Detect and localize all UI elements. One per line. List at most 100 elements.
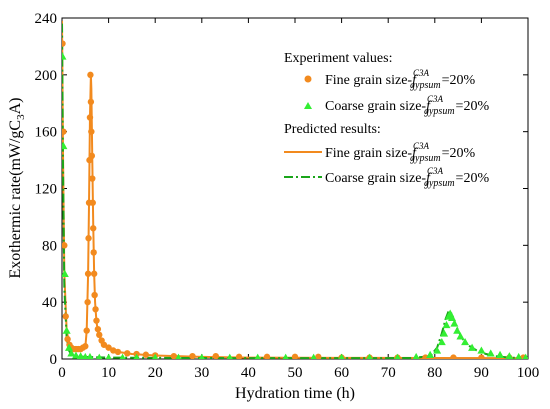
data-point (87, 98, 95, 106)
data-point (82, 343, 89, 350)
y-tick-label: 120 (35, 182, 58, 198)
data-point (226, 353, 233, 359)
data-point (96, 353, 103, 359)
data-point (522, 353, 528, 359)
data-point (85, 235, 92, 242)
data-point (62, 269, 69, 277)
data-point (486, 349, 495, 357)
legend-circle-marker (304, 75, 312, 83)
data-point (310, 353, 317, 359)
data-point (94, 325, 102, 333)
x-tick-label: 40 (241, 365, 256, 381)
data-point (100, 341, 108, 348)
data-point (189, 352, 196, 359)
data-point (468, 343, 477, 351)
data-point (448, 313, 457, 321)
data-point (76, 352, 85, 359)
data-point (81, 352, 89, 359)
data-point (62, 141, 68, 150)
data-point (105, 344, 112, 351)
data-point (412, 352, 420, 359)
data-point (83, 327, 90, 334)
data-point (437, 337, 446, 346)
y-tick-label: 240 (35, 11, 58, 27)
data-point (175, 353, 182, 359)
data-point (96, 331, 103, 339)
legend-entry-coarse-predicted: Coarse grain size-fC3A gypsum=20% (284, 166, 489, 189)
data-point (440, 329, 449, 337)
data-point (89, 199, 96, 206)
legend-triangle-marker (304, 102, 312, 109)
legend-experiment-header: Experiment values: (284, 51, 392, 66)
data-point (64, 335, 71, 343)
data-point (89, 175, 96, 182)
data-point (450, 354, 457, 359)
data-point (124, 350, 131, 357)
axis-ticks: 0 10 20 30 40 50 60 70 80 90 100 0 40 80 120 160 200 240 (35, 11, 540, 381)
data-point (92, 306, 99, 313)
series-layer (62, 20, 528, 359)
x-tick-label: 70 (381, 365, 396, 381)
legend-predicted-header: Predicted results: (284, 122, 381, 137)
series-points-fine-experiment (62, 40, 527, 359)
x-tick-label: 30 (194, 365, 209, 381)
data-point (93, 317, 100, 324)
data-point (282, 353, 289, 359)
x-tick-label: 90 (474, 365, 489, 381)
plot-frame (61, 17, 529, 360)
y-tick-label: 0 (50, 352, 58, 368)
data-point (198, 353, 205, 359)
data-point (263, 353, 271, 359)
data-point (71, 351, 80, 359)
data-point (254, 353, 261, 359)
x-tick-label: 0 (58, 365, 66, 381)
x-tick-label: 20 (148, 365, 163, 381)
data-point (119, 353, 126, 359)
data-point (291, 353, 299, 359)
data-point (515, 352, 523, 359)
data-point (478, 354, 485, 359)
data-point (450, 319, 459, 327)
y-axis-label: Exothermic rate(mW/gC3A) (7, 98, 27, 279)
data-point (62, 52, 67, 60)
data-point (315, 353, 322, 359)
data-point (212, 352, 219, 359)
data-point (62, 326, 71, 334)
x-tick-label: 10 (101, 365, 116, 381)
data-point (152, 353, 159, 359)
data-point (433, 346, 442, 354)
legend-label-coarse-experiment: Coarse grain size-fC3A gypsum=20% (325, 94, 489, 117)
data-point (496, 350, 505, 358)
data-point (90, 270, 98, 277)
y-tick-label: 160 (35, 125, 58, 141)
data-point (426, 350, 435, 358)
data-point (338, 353, 345, 359)
data-point (105, 353, 112, 359)
data-point (87, 71, 94, 79)
x-tick-label: 80 (427, 365, 442, 381)
data-point (88, 152, 96, 160)
y-tick-label: 80 (42, 238, 57, 254)
data-point (67, 349, 76, 357)
data-point (142, 351, 150, 358)
data-point (62, 313, 69, 320)
y-tick-label: 200 (35, 68, 58, 84)
data-point (86, 114, 94, 121)
data-point (505, 352, 514, 359)
series-points-coarse-experiment (62, 52, 528, 359)
data-point (394, 353, 401, 359)
data-point (91, 291, 98, 299)
x-tick-label: 100 (517, 365, 540, 381)
legend-label-coarse-predicted: Coarse grain size-fC3A gypsum=20% (325, 166, 489, 189)
data-point (62, 40, 66, 47)
legend-label-fine-experiment: Fine grain size-fC3A gypsum=20% (325, 68, 475, 91)
data-point (84, 270, 92, 277)
data-point (366, 353, 373, 359)
data-point (114, 348, 122, 356)
data-point (86, 352, 94, 359)
data-point (456, 332, 465, 340)
legend-entry-coarse-experiment: Coarse grain size-fC3A gypsum=20% (304, 94, 489, 117)
data-point (90, 225, 97, 232)
data-point (88, 128, 95, 135)
data-point (62, 242, 68, 249)
